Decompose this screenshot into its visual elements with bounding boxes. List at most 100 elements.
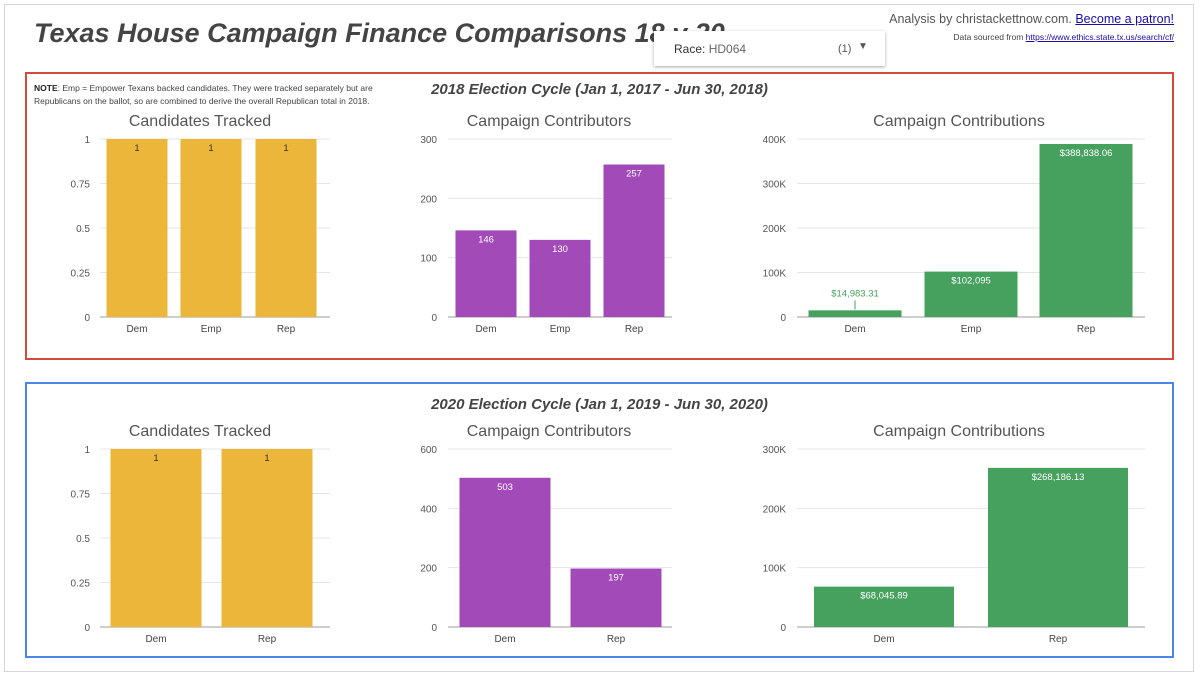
chart-title: Candidates Tracked — [129, 113, 271, 130]
data-label: 1 — [153, 453, 158, 464]
data-label: 257 — [626, 169, 642, 180]
chart-title: Campaign Contributors — [467, 113, 632, 130]
attribution: Analysis by christackettnow.com. Become … — [889, 12, 1174, 42]
race-count: (1) — [838, 43, 852, 55]
data-label: 197 — [608, 573, 624, 584]
category-label: Rep — [625, 324, 644, 335]
y-tick-label: 100K — [763, 564, 787, 575]
bar-rep — [255, 139, 317, 317]
data-label: $268,186.13 — [1032, 472, 1085, 483]
bar-rep — [221, 449, 313, 627]
analysis-text: Analysis by christackettnow.com. — [889, 12, 1072, 26]
bar-dem — [808, 310, 902, 317]
y-tick-label: 0.75 — [71, 490, 91, 501]
y-tick-label: 200 — [420, 564, 437, 575]
data-label: 146 — [478, 234, 494, 245]
y-tick-label: 1 — [84, 135, 90, 146]
y-tick-label: 100 — [420, 254, 437, 265]
y-tick-label: 0 — [431, 313, 437, 324]
category-label: Emp — [550, 324, 571, 335]
y-tick-label: 0 — [84, 623, 90, 634]
race-label: Race: — [674, 42, 706, 56]
y-tick-label: 400K — [763, 135, 787, 146]
cycle-2020-panel: 2020 Election Cycle (Jan 1, 2019 - Jun 3… — [25, 382, 1174, 658]
race-value: HD064 — [708, 42, 747, 56]
source-text: Data sourced from — [953, 32, 1024, 42]
y-tick-label: 400 — [420, 504, 437, 515]
category-label: Rep — [1077, 324, 1096, 335]
y-tick-label: 0 — [780, 313, 786, 324]
y-tick-label: 300 — [420, 135, 437, 146]
y-tick-label: 200 — [420, 194, 437, 205]
chart-title: Campaign Contributions — [873, 113, 1045, 130]
note-text: NOTE: Emp = Empower Texans backed candid… — [34, 82, 384, 108]
category-label: Dem — [475, 324, 496, 335]
y-tick-label: 300K — [763, 445, 787, 456]
chart-title: Campaign Contributions — [873, 423, 1045, 440]
bar-emp — [180, 139, 242, 317]
y-tick-label: 0.5 — [76, 534, 90, 545]
y-tick-label: 100K — [763, 269, 787, 280]
category-label: Rep — [258, 634, 277, 645]
note-body: : Emp = Empower Texans backed candidates… — [34, 83, 373, 106]
data-label: 1 — [283, 143, 288, 154]
chevron-down-icon[interactable]: ▼ — [858, 41, 868, 52]
bar-dem — [110, 449, 202, 627]
cycle-2018-panel: 2018 Election Cycle (Jan 1, 2017 - Jun 3… — [25, 72, 1174, 360]
race-dropdown-label: Race: HD064 — [674, 42, 746, 56]
y-tick-label: 300K — [763, 180, 787, 191]
y-tick-label: 0 — [84, 313, 90, 324]
y-tick-label: 600 — [420, 445, 437, 456]
data-label: 130 — [552, 244, 568, 255]
category-label: Rep — [607, 634, 626, 645]
patron-link[interactable]: Become a patron! — [1075, 12, 1174, 26]
bar-emp — [529, 239, 591, 317]
y-tick-label: 0.25 — [71, 269, 91, 280]
category-label: Dem — [126, 324, 147, 335]
y-tick-label: 0 — [431, 623, 437, 634]
page-title: Texas House Campaign Finance Comparisons… — [34, 18, 725, 48]
dashboard-frame — [4, 4, 1194, 672]
note-label: NOTE — [34, 83, 58, 93]
data-label: $14,983.31 — [831, 288, 879, 299]
bar-dem — [814, 586, 954, 627]
bar-rep — [570, 568, 662, 627]
bar-emp — [924, 271, 1018, 317]
category-label: Rep — [277, 324, 296, 335]
bar-dem — [455, 230, 517, 317]
y-tick-label: 1 — [84, 445, 90, 456]
bar-rep — [603, 164, 665, 317]
race-dropdown[interactable]: Race: HD064 (1) ▼ — [654, 31, 885, 66]
category-label: Dem — [873, 634, 894, 645]
y-tick-label: 0.5 — [76, 224, 90, 235]
bar-rep — [988, 467, 1128, 627]
chart-title: Candidates Tracked — [129, 423, 271, 440]
category-label: Dem — [145, 634, 166, 645]
category-label: Dem — [494, 634, 515, 645]
data-label: 503 — [497, 482, 513, 493]
y-tick-label: 0 — [780, 623, 786, 634]
source-line: Data sourced from https://www.ethics.sta… — [889, 32, 1174, 42]
bar-dem — [106, 139, 168, 317]
category-label: Dem — [844, 324, 865, 335]
data-label: 1 — [264, 453, 269, 464]
data-label: 1 — [208, 143, 213, 154]
data-label: 1 — [134, 143, 139, 154]
category-label: Rep — [1049, 634, 1068, 645]
y-tick-label: 0.75 — [71, 180, 91, 191]
chart-title: Campaign Contributors — [467, 423, 632, 440]
data-label: $68,045.89 — [860, 591, 908, 602]
analysis-line: Analysis by christackettnow.com. Become … — [889, 12, 1174, 26]
cycle-2020-title: 2020 Election Cycle (Jan 1, 2019 - Jun 3… — [431, 396, 768, 413]
data-label: $102,095 — [951, 276, 991, 287]
bar-dem — [459, 477, 551, 627]
y-tick-label: 200K — [763, 224, 787, 235]
bar-rep — [1039, 143, 1133, 317]
cycle-2018-title: 2018 Election Cycle (Jan 1, 2017 - Jun 3… — [431, 81, 768, 98]
source-link[interactable]: https://www.ethics.state.tx.us/search/cf… — [1025, 32, 1174, 42]
y-tick-label: 0.25 — [71, 579, 91, 590]
category-label: Emp — [961, 324, 982, 335]
category-label: Emp — [201, 324, 222, 335]
data-label: $388,838.06 — [1060, 148, 1113, 159]
